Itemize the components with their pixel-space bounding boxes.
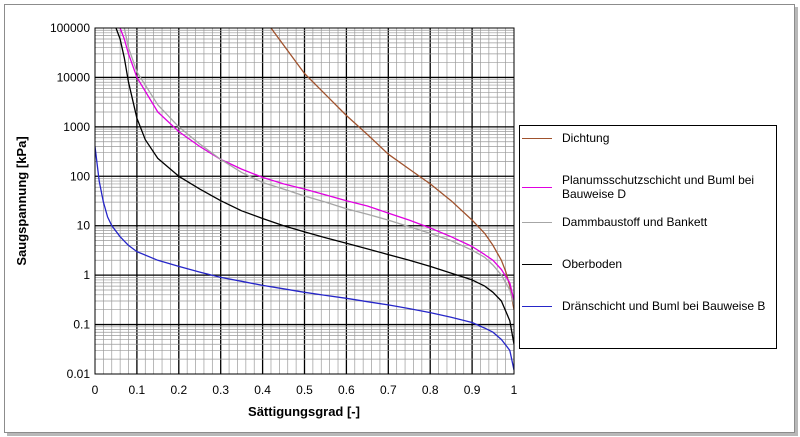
x-tick-label: 0.5 <box>296 383 313 397</box>
legend-label: Dammbaustoff und Bankett <box>562 215 708 229</box>
series-line-5 <box>95 146 514 371</box>
x-tick-label: 0.4 <box>254 383 271 397</box>
legend-swatch <box>522 305 552 307</box>
y-tick-label: 100000 <box>50 21 90 35</box>
series-line-2 <box>119 28 514 302</box>
series-line-1 <box>270 28 514 310</box>
legend-swatch <box>522 137 552 139</box>
x-tick-label: 0.9 <box>464 383 481 397</box>
legend-swatch <box>522 186 552 188</box>
y-tick-label: 1000 <box>63 120 90 134</box>
plot-series <box>95 28 514 371</box>
grid-lines <box>95 28 514 374</box>
legend-swatch <box>522 221 552 223</box>
legend-label: Dränschicht und Buml bei Bauweise B <box>562 299 766 313</box>
x-tick-label: 0 <box>92 383 99 397</box>
x-tick-label: 1 <box>511 383 518 397</box>
plot-area-border <box>94 27 515 375</box>
legend-label: Planumsschutzschicht und Buml bei Bauwei… <box>562 173 755 201</box>
y-tick-label: 0.1 <box>73 318 90 332</box>
y-tick-label: 10 <box>77 219 91 233</box>
y-tick-labels: 0.01 0.1 1 10 100 1000 10000 100000 <box>50 21 90 381</box>
y-tick-label: 100 <box>70 169 90 183</box>
legend-item: Dammbaustoff und Bankett <box>522 215 767 229</box>
x-tick-label: 0.1 <box>129 383 146 397</box>
y-tick-label: 10000 <box>57 70 91 84</box>
series-line-3 <box>123 28 514 306</box>
x-tick-label: 0.3 <box>212 383 229 397</box>
legend-item: Oberboden <box>522 257 767 271</box>
legend-label: Dichtung <box>562 131 610 145</box>
x-tick-label: 0.2 <box>170 383 187 397</box>
x-tick-label: 0.8 <box>422 383 439 397</box>
legend-item: Dränschicht und Buml bei Bauweise B <box>522 299 767 313</box>
legend: Dichtung Planumsschutzschicht und Buml be… <box>519 125 777 349</box>
legend-swatch <box>522 263 552 265</box>
x-axis-title: Sättigungsgrad [-] <box>248 404 360 419</box>
y-axis-title: Saugspannung [kPa] <box>14 136 29 265</box>
x-tick-label: 0.6 <box>338 383 355 397</box>
legend-item: Dichtung <box>522 131 767 145</box>
legend-label: Oberboden <box>562 257 623 271</box>
y-tick-label: 1 <box>83 268 90 282</box>
legend-item: Planumsschutzschicht und Buml bei Bauwei… <box>522 173 767 201</box>
x-tick-labels: 0 0.1 0.2 0.3 0.4 0.5 0.6 0.7 0.8 0.9 1 <box>92 383 518 397</box>
series-line-4 <box>115 28 514 345</box>
y-tick-label: 0.01 <box>67 367 91 381</box>
x-tick-label: 0.7 <box>380 383 397 397</box>
